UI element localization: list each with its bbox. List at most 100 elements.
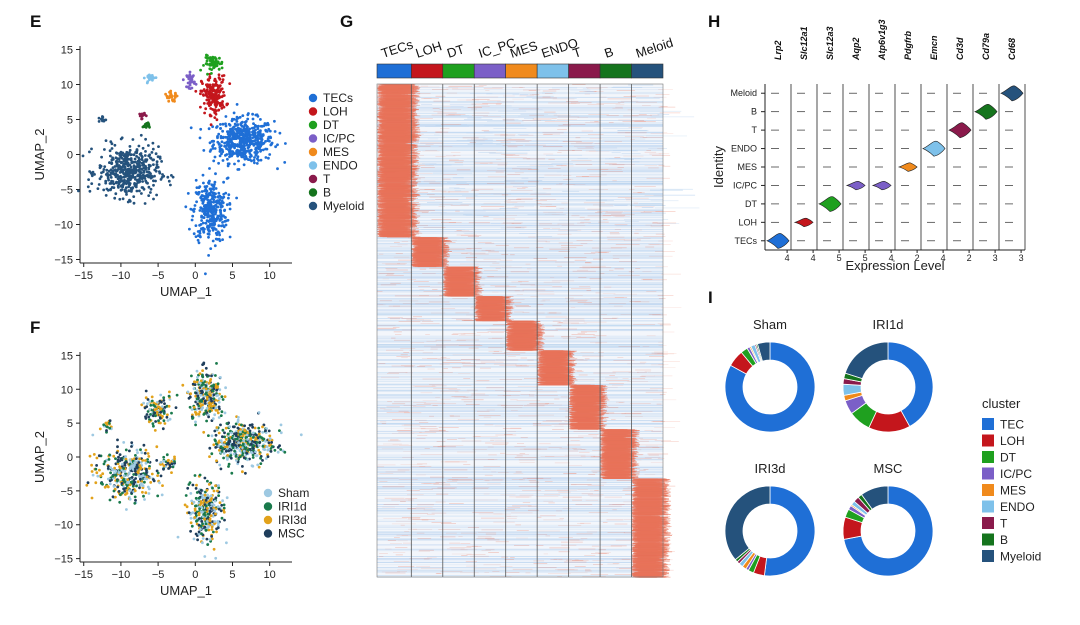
- f-point: [105, 429, 108, 432]
- e-point: [207, 181, 210, 185]
- f-point: [214, 374, 217, 377]
- f-point: [195, 483, 198, 487]
- f-point: [95, 464, 98, 467]
- f-point: [208, 538, 212, 541]
- f-point: [201, 541, 204, 545]
- f-point: [214, 446, 218, 449]
- e-point: [225, 153, 229, 156]
- e-point: [103, 165, 107, 169]
- f-point: [212, 547, 216, 551]
- e-point: [222, 135, 225, 139]
- e-point: [228, 132, 232, 136]
- f-point: [198, 372, 202, 376]
- f-point: [216, 393, 220, 397]
- e-point: [229, 127, 232, 131]
- e-point: [185, 75, 189, 78]
- heatmap-low-row: [377, 488, 663, 490]
- f-point: [241, 470, 244, 474]
- e-point: [267, 127, 271, 131]
- e-point: [207, 127, 211, 131]
- f-point: [206, 507, 209, 510]
- e-point: [201, 194, 205, 198]
- f-point: [130, 480, 134, 484]
- f-point: [127, 449, 131, 453]
- f-point: [252, 447, 255, 450]
- f-point: [260, 436, 263, 440]
- f-legend-label: IRI3d: [278, 513, 307, 527]
- e-point: [202, 230, 206, 233]
- e-point: [218, 90, 221, 94]
- heatmap-low-row: [377, 556, 663, 557]
- f-y-axis-title: UMAP_2: [32, 431, 47, 483]
- e-point: [200, 190, 204, 193]
- f-point: [133, 495, 137, 499]
- e-point: [109, 176, 113, 179]
- e-point: [181, 78, 185, 82]
- f-point: [204, 528, 208, 532]
- e-point: [244, 120, 248, 123]
- f-point: [223, 395, 227, 398]
- f-point: [141, 490, 144, 494]
- e-y-tick-label: −5: [60, 185, 73, 197]
- e-point: [207, 104, 211, 107]
- e-point: [259, 158, 263, 162]
- e-point: [202, 94, 206, 97]
- e-point: [210, 72, 213, 75]
- f-point: [108, 453, 111, 457]
- f-point: [162, 396, 166, 400]
- f-point: [133, 501, 137, 505]
- heatmap-low-row: [377, 149, 663, 150]
- e-point: [194, 89, 198, 93]
- e-point: [129, 153, 133, 157]
- f-point: [99, 474, 103, 478]
- e-point: [142, 76, 146, 80]
- e-point: [268, 153, 272, 156]
- f-point: [215, 459, 218, 463]
- f-point: [108, 479, 112, 483]
- f-point: [124, 457, 128, 461]
- e-point: [257, 137, 260, 141]
- e-point: [155, 163, 159, 167]
- e-point: [140, 176, 143, 180]
- e-point: [220, 148, 224, 152]
- f-point: [239, 428, 243, 431]
- f-point: [213, 499, 217, 503]
- e-point: [125, 182, 128, 186]
- e-point: [153, 174, 156, 178]
- e-point: [247, 137, 251, 141]
- f-point: [101, 482, 104, 486]
- e-point: [143, 202, 147, 205]
- f-point: [235, 459, 238, 462]
- e-point: [199, 79, 203, 83]
- e-point: [136, 159, 140, 163]
- e-point: [212, 143, 216, 147]
- f-point: [188, 395, 192, 399]
- e-point: [211, 108, 215, 111]
- e-point: [212, 57, 215, 60]
- f-point: [216, 519, 220, 523]
- f-point: [224, 426, 228, 430]
- e-point: [199, 105, 202, 109]
- f-point: [108, 482, 112, 486]
- heatmap-low-row: [377, 564, 663, 566]
- f-point: [165, 453, 169, 457]
- heatmap-low-row: [377, 491, 663, 492]
- e-point: [253, 139, 257, 143]
- e-y-tick-label: 5: [67, 115, 73, 127]
- e-point: [113, 196, 117, 200]
- e-point: [210, 140, 214, 143]
- e-point: [251, 131, 255, 134]
- e-point: [209, 123, 213, 127]
- e-point: [151, 147, 155, 151]
- f-point: [209, 510, 212, 514]
- panel-letter-e: E: [30, 12, 41, 31]
- e-point: [225, 147, 228, 151]
- f-point: [176, 535, 180, 539]
- f-point: [208, 392, 211, 396]
- e-point: [223, 208, 227, 212]
- e-point: [214, 219, 218, 223]
- e-point: [225, 103, 229, 107]
- f-point: [90, 496, 94, 500]
- f-point: [133, 480, 137, 484]
- f-point: [223, 411, 227, 415]
